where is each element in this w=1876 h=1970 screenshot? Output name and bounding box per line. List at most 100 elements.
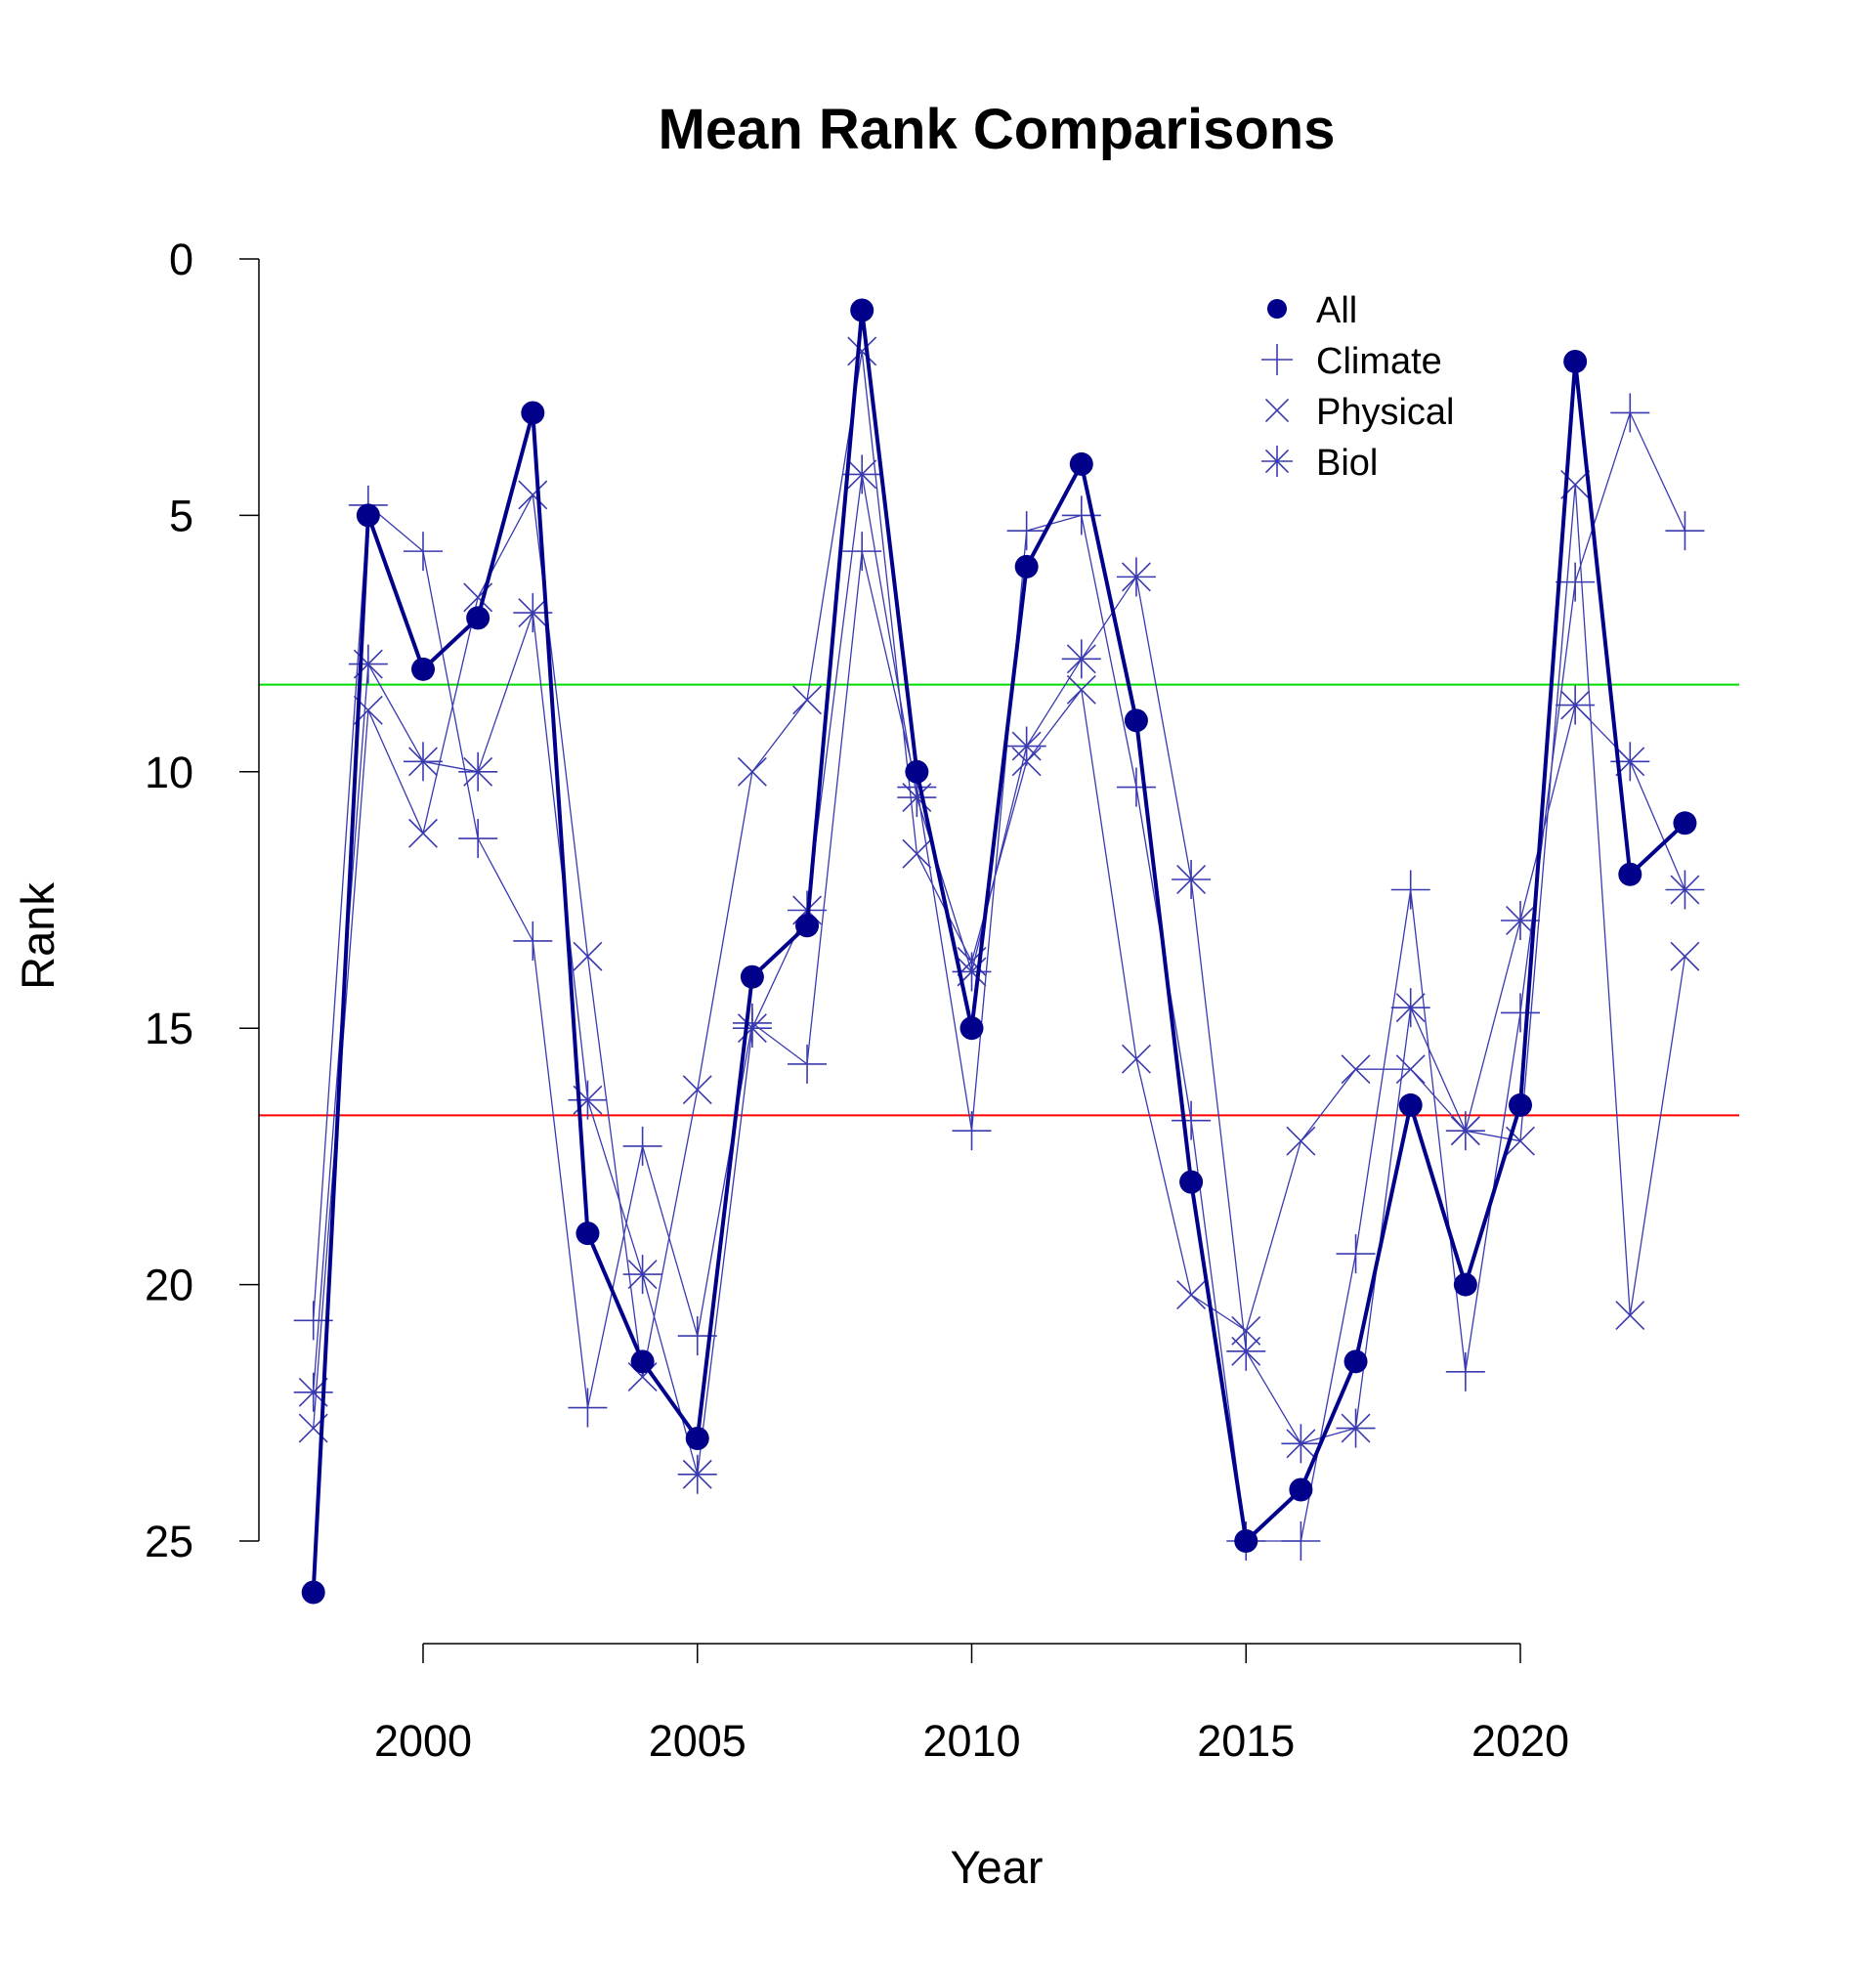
data-point-climate [952,1111,992,1151]
data-point-physical [902,838,932,869]
data-point-biol [1116,557,1156,597]
data-point-all [959,1016,984,1041]
data-point-biol [1061,639,1101,679]
legend-marker-all [1267,299,1287,319]
data-point-all [740,964,764,989]
series-layer [293,298,1705,1605]
data-point-climate [1006,511,1046,551]
data-point-biol [842,454,882,494]
reference-lines [259,683,1739,1117]
data-point-all [1673,811,1697,835]
data-point-climate [1281,1521,1321,1561]
x-axis: 2000 2005 2010 2015 2020 [374,1643,1569,1766]
y-tick-label: 0 [169,235,193,284]
data-point-physical [518,480,548,510]
data-point-all [795,914,820,938]
x-axis-label: Year [951,1841,1044,1893]
legend-label-all: All [1316,290,1357,331]
series-line-all [311,308,1686,1593]
series-line-biol [313,473,1686,1476]
data-point-physical [792,685,823,715]
data-point-all [850,298,874,322]
data-point-all [1563,349,1588,373]
legend: All Climate Physical Biol [1261,290,1455,484]
x-tick-label: 2005 [649,1716,746,1766]
data-point-climate [568,1388,608,1428]
data-point-biol [293,1372,333,1412]
data-point-climate [1610,393,1650,433]
legend-label-climate: Climate [1316,341,1442,382]
series-all [301,298,1697,1605]
data-point-all [630,1349,655,1374]
legend-label-biol: Biol [1316,443,1378,484]
data-point-biol [1445,1111,1485,1151]
data-point-climate [1390,870,1430,910]
data-point-biol [732,1008,772,1049]
data-point-climate [1556,562,1596,602]
data-point-physical [1231,1315,1261,1346]
legend-item-physical: Physical [1264,392,1455,433]
data-point-physical [1176,1280,1207,1310]
data-point-physical [1341,1054,1371,1085]
legend-item-climate: Climate [1261,341,1442,382]
data-point-biol [1665,870,1705,910]
data-point-climate [1336,1234,1376,1274]
x-tick-label: 2010 [922,1716,1020,1766]
data-point-climate [1445,1351,1485,1392]
data-point-all [1343,1349,1368,1374]
data-point-biol [348,644,388,684]
data-point-physical [1286,1126,1316,1156]
data-point-physical [1670,941,1700,971]
data-point-all [1398,1092,1423,1117]
data-point-physical [1066,674,1096,705]
data-point-climate [1172,1100,1212,1140]
legend-item-all: All [1267,290,1357,331]
y-tick-label: 20 [145,1261,193,1310]
data-point-all [466,606,490,630]
data-point-physical [1121,1044,1151,1074]
data-point-biol [622,1255,662,1295]
data-point-climate [788,1044,828,1084]
data-point-biol [677,1454,717,1494]
legend-marker-physical [1264,398,1290,423]
data-point-all [301,1580,325,1605]
data-point-physical [573,941,603,971]
data-point-physical [1615,1301,1645,1331]
data-point-biol [1172,860,1212,900]
data-point-all [1124,708,1148,733]
y-axis: 0 5 10 15 20 25 [145,235,260,1566]
data-point-biol [458,751,498,792]
data-point-biol [897,778,937,818]
data-point-all [1453,1272,1477,1297]
data-point-climate [622,1126,662,1166]
y-tick-label: 15 [145,1004,193,1053]
data-point-all [576,1221,600,1246]
x-tick-label: 2000 [374,1716,472,1766]
series-climate [293,393,1705,1561]
y-tick-label: 5 [169,491,193,540]
data-point-climate [1061,495,1101,535]
data-point-all [1289,1478,1313,1502]
data-point-biol [568,1080,608,1120]
data-point-all [1618,862,1642,886]
data-point-biol [1556,685,1596,725]
data-point-climate [1116,767,1156,807]
data-point-biol [1226,1331,1266,1371]
legend-marker-biol [1261,446,1293,477]
data-point-all [1179,1170,1204,1194]
data-point-all [1234,1529,1258,1553]
data-point-all [685,1427,709,1451]
data-point-all [411,657,435,681]
chart-title: Mean Rank Comparisons [659,98,1336,161]
data-point-climate [1501,993,1540,1033]
data-point-climate [1665,511,1705,551]
data-point-all [521,401,545,425]
data-point-all [905,759,929,784]
x-tick-label: 2015 [1197,1716,1295,1766]
data-point-physical [847,336,877,366]
y-axis-label: Rank [12,882,64,990]
series-line-physical [313,350,1686,1429]
data-point-biol [404,742,443,782]
legend-label-physical: Physical [1316,392,1455,433]
